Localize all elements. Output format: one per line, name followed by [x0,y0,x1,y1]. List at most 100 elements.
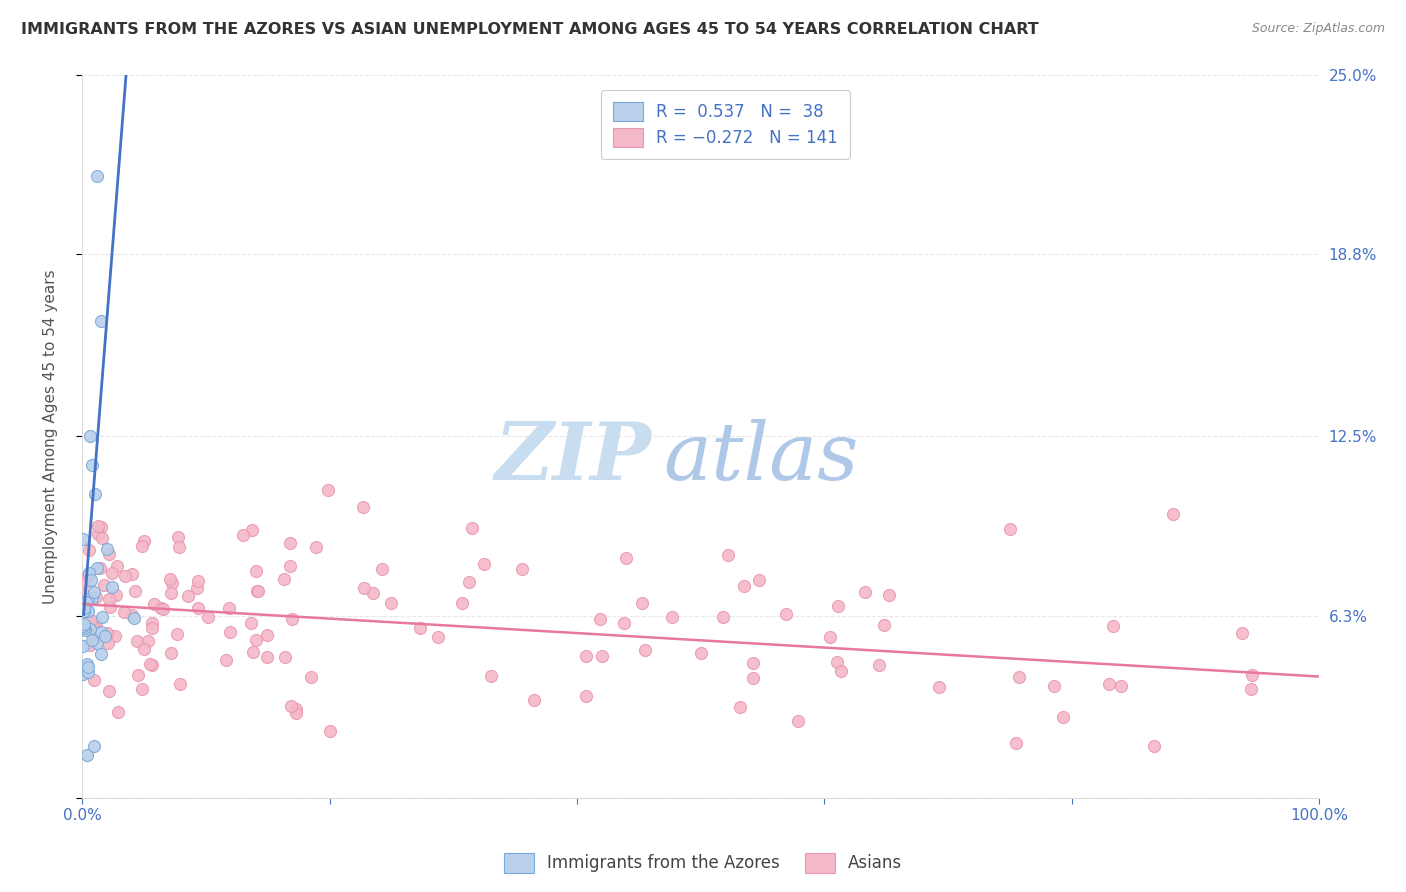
Point [86,526,108,541]
Point [77,566,100,581]
Point [124,584,146,599]
Point [112,605,135,619]
Point [97,684,120,698]
Point [278,535,301,549]
Point [575,649,598,664]
Point [873,618,896,632]
Point [87,519,110,533]
Point [280,698,302,713]
Point [160,586,183,600]
Point [72,532,94,546]
Text: Source: ZipAtlas.com: Source: ZipAtlas.com [1251,22,1385,36]
Point [160,575,183,590]
Point [1163,507,1185,521]
Point [689,646,711,660]
Point [98,547,121,561]
Point [741,656,763,670]
Point [79,638,101,652]
Point [73,574,96,589]
Point [218,600,240,615]
Point [131,540,153,554]
Point [186,582,208,596]
Point [472,557,495,571]
Point [169,677,191,691]
Point [73,617,96,632]
Point [152,602,174,616]
Point [73,601,96,615]
Point [733,579,755,593]
Point [79,429,101,443]
Point [855,585,877,599]
Point [86,169,108,183]
Point [98,600,121,615]
Text: ZIP: ZIP [495,419,651,497]
Point [748,573,770,587]
Point [72,667,94,681]
Point [741,671,763,685]
Point [134,534,156,549]
Point [1052,710,1074,724]
Point [139,657,162,671]
Point [285,706,308,721]
Point [82,458,104,473]
Point [105,588,128,602]
Y-axis label: Unemployment Among Ages 45 to 54 years: Unemployment Among Ages 45 to 54 years [44,269,58,604]
Point [114,569,136,583]
Point [319,723,342,738]
Point [104,629,127,643]
Point [75,595,97,609]
Legend: R =  0.537   N =  38, R = −0.272   N = 141: R = 0.537 N = 38, R = −0.272 N = 141 [602,90,849,159]
Point [96,542,118,557]
Point [830,664,852,678]
Point [426,631,449,645]
Point [1230,626,1253,640]
Point [479,669,502,683]
Point [361,586,384,600]
Point [80,573,103,587]
Point [86,561,108,575]
Point [166,626,188,640]
Point [284,702,307,716]
Point [877,588,900,602]
Point [827,599,849,614]
Point [928,680,950,694]
Point [125,633,148,648]
Point [711,610,734,624]
Point [299,670,322,684]
Point [72,619,94,633]
Point [316,483,339,498]
Point [247,584,270,599]
Point [83,739,105,753]
Point [409,621,432,635]
Point [124,611,146,625]
Point [775,607,797,621]
Point [107,706,129,720]
Point [159,573,181,587]
Point [245,632,267,647]
Point [197,609,219,624]
Point [245,564,267,578]
Point [127,667,149,681]
Point [80,613,103,627]
Point [246,583,269,598]
Point [380,596,402,610]
Point [371,562,394,576]
Point [82,591,104,605]
Point [353,581,375,595]
Point [825,655,848,669]
Point [187,574,209,588]
Point [86,636,108,650]
Point [84,615,107,630]
Point [256,628,278,642]
Point [101,580,124,594]
Point [90,647,112,661]
Point [1043,680,1066,694]
Point [149,600,172,615]
Point [159,646,181,660]
Point [215,653,238,667]
Point [187,601,209,615]
Point [818,630,841,644]
Point [73,604,96,618]
Point [131,681,153,696]
Point [76,604,98,618]
